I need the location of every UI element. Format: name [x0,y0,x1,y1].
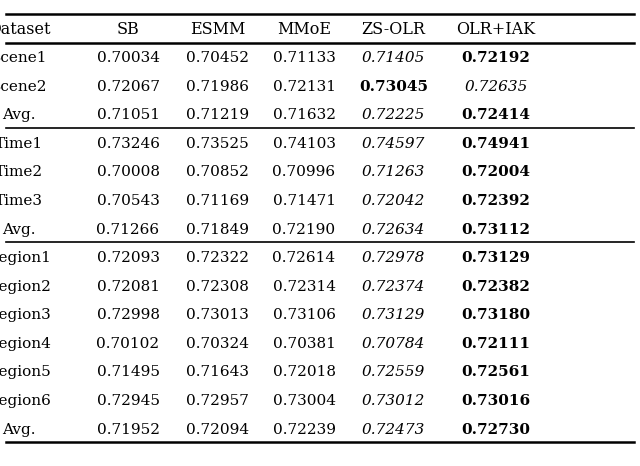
Text: 0.70381: 0.70381 [273,337,335,351]
Text: 0.71405: 0.71405 [362,51,426,65]
Text: 0.71632: 0.71632 [273,109,335,123]
Text: 0.73106: 0.73106 [273,308,335,322]
Text: 0.71263: 0.71263 [362,165,426,179]
Text: 0.72192: 0.72192 [461,51,531,65]
Text: 0.71495: 0.71495 [97,365,159,379]
Text: 0.73013: 0.73013 [186,308,249,322]
Text: 0.72067: 0.72067 [97,80,159,94]
Text: 0.73246: 0.73246 [97,137,159,151]
Text: 0.72093: 0.72093 [97,251,159,265]
Text: 0.72392: 0.72392 [461,194,531,208]
Text: 0.71849: 0.71849 [186,223,249,237]
Text: 0.72635: 0.72635 [464,80,528,94]
Text: 0.70324: 0.70324 [186,337,249,351]
Text: Scene1: Scene1 [0,51,47,65]
Text: ZS-OLR: ZS-OLR [362,21,426,38]
Text: Scene2: Scene2 [0,80,47,94]
Text: 0.71266: 0.71266 [97,223,159,237]
Text: 0.73004: 0.73004 [273,394,335,408]
Text: 0.70102: 0.70102 [97,337,159,351]
Text: 0.71986: 0.71986 [186,80,249,94]
Text: 0.73129: 0.73129 [362,308,426,322]
Text: SB: SB [116,21,140,38]
Text: Avg.: Avg. [3,109,36,123]
Text: Region5: Region5 [0,365,51,379]
Text: 0.70852: 0.70852 [186,165,249,179]
Text: 0.70784: 0.70784 [362,337,426,351]
Text: 0.73112: 0.73112 [461,223,531,237]
Text: 0.72561: 0.72561 [461,365,531,379]
Text: 0.73045: 0.73045 [359,80,428,94]
Text: 0.72382: 0.72382 [461,280,531,294]
Text: Region2: Region2 [0,280,51,294]
Text: 0.71471: 0.71471 [273,194,335,208]
Text: 0.72414: 0.72414 [461,109,531,123]
Text: 0.71643: 0.71643 [186,365,249,379]
Text: 0.72308: 0.72308 [186,280,249,294]
Text: 0.73129: 0.73129 [461,251,531,265]
Text: 0.73525: 0.73525 [186,137,249,151]
Text: 0.72374: 0.72374 [362,280,426,294]
Text: 0.72634: 0.72634 [362,223,426,237]
Text: Time1: Time1 [0,137,44,151]
Text: 0.72614: 0.72614 [273,251,335,265]
Text: 0.70543: 0.70543 [97,194,159,208]
Text: 0.72225: 0.72225 [362,109,426,123]
Text: 0.72559: 0.72559 [362,365,426,379]
Text: ESMM: ESMM [190,21,245,38]
Text: MMoE: MMoE [277,21,331,38]
Text: 0.72190: 0.72190 [273,223,335,237]
Text: 0.72239: 0.72239 [273,423,335,437]
Text: 0.72004: 0.72004 [461,165,531,179]
Text: Region6: Region6 [0,394,51,408]
Text: 0.72314: 0.72314 [273,280,335,294]
Text: 0.72998: 0.72998 [97,308,159,322]
Text: 0.72094: 0.72094 [186,423,249,437]
Text: 0.72730: 0.72730 [461,423,531,437]
Text: 0.74597: 0.74597 [362,137,426,151]
Text: Region3: Region3 [0,308,51,322]
Text: 0.74941: 0.74941 [461,137,531,151]
Text: 0.72042: 0.72042 [362,194,426,208]
Text: 0.70034: 0.70034 [97,51,159,65]
Text: 0.71133: 0.71133 [273,51,335,65]
Text: Dataset: Dataset [0,21,51,38]
Text: Avg.: Avg. [3,223,36,237]
Text: OLR+IAK: OLR+IAK [456,21,536,38]
Text: 0.73180: 0.73180 [461,308,531,322]
Text: 0.72081: 0.72081 [97,280,159,294]
Text: 0.71051: 0.71051 [97,109,159,123]
Text: Region4: Region4 [0,337,51,351]
Text: Time3: Time3 [0,194,44,208]
Text: 0.74103: 0.74103 [273,137,335,151]
Text: 0.72018: 0.72018 [273,365,335,379]
Text: 0.72945: 0.72945 [97,394,159,408]
Text: 0.72978: 0.72978 [362,251,426,265]
Text: 0.72131: 0.72131 [273,80,335,94]
Text: Avg.: Avg. [3,423,36,437]
Text: 0.72322: 0.72322 [186,251,249,265]
Text: 0.71169: 0.71169 [186,194,249,208]
Text: 0.71952: 0.71952 [97,423,159,437]
Text: 0.73016: 0.73016 [461,394,531,408]
Text: 0.73012: 0.73012 [362,394,426,408]
Text: 0.72473: 0.72473 [362,423,426,437]
Text: Time2: Time2 [0,165,44,179]
Text: Region1: Region1 [0,251,51,265]
Text: 0.72111: 0.72111 [461,337,531,351]
Text: 0.70996: 0.70996 [273,165,335,179]
Text: 0.71219: 0.71219 [186,109,249,123]
Text: 0.70452: 0.70452 [186,51,249,65]
Text: 0.70008: 0.70008 [97,165,159,179]
Text: 0.72957: 0.72957 [186,394,249,408]
